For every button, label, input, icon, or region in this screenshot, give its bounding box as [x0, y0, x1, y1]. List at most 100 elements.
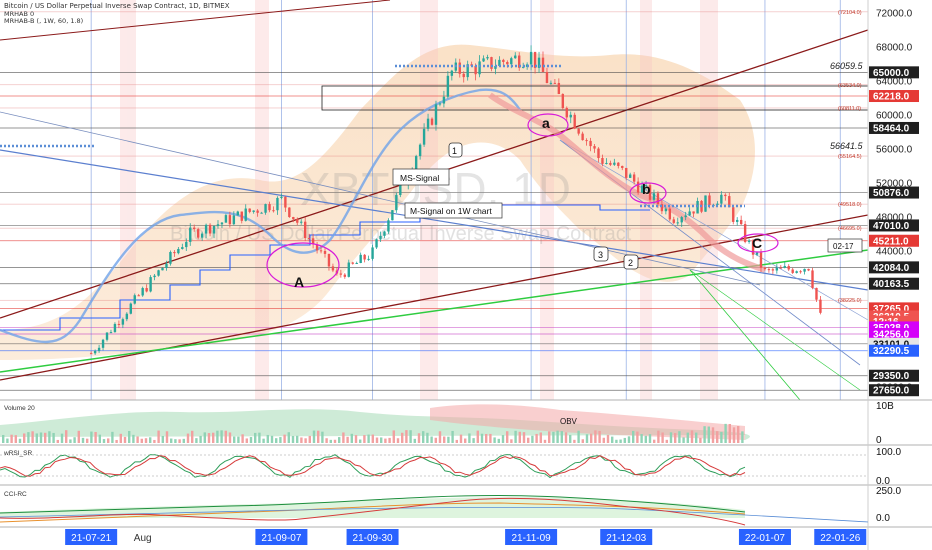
candle-body: [553, 82, 557, 84]
volume-bar: [241, 434, 244, 443]
candle-body: [557, 82, 561, 95]
volume-bar: [258, 432, 261, 443]
volume-bar: [627, 436, 631, 443]
candle-body: [688, 211, 691, 216]
cci-axis-top: 250.0: [876, 486, 901, 497]
candle-body: [252, 210, 255, 212]
candle-body: [240, 211, 243, 221]
obv-area-red: [430, 404, 745, 440]
candle-body: [292, 216, 295, 220]
volume-bar: [86, 438, 89, 443]
volume-bar: [115, 439, 118, 443]
red-ma-band: [488, 92, 766, 273]
candle-body: [664, 208, 668, 212]
candle-body: [89, 353, 93, 355]
candle-body: [97, 347, 101, 351]
volume-bar: [14, 435, 17, 443]
price-tag: [869, 186, 919, 199]
main-price-pane[interactable]: XBTUSD, 1D Bitcoin / US Dollar Perpetual…: [0, 0, 868, 527]
volume-bar: [682, 437, 685, 443]
time-axis-highlight: [65, 529, 118, 545]
time-axis-label: 21-09-07: [261, 533, 301, 544]
wave-a-ellipse: [527, 113, 569, 137]
candle-body: [450, 70, 454, 76]
volume-bar: [233, 436, 236, 443]
candle-body: [680, 217, 683, 223]
candle-body: [165, 263, 168, 269]
volume-bar: [321, 431, 324, 443]
volume-bar: [686, 432, 689, 443]
volume-bar: [485, 433, 488, 443]
volume-bar: [623, 437, 626, 443]
volume-bar: [384, 438, 387, 443]
candle-body: [617, 162, 620, 166]
price-tag-label: 37265.0: [873, 304, 910, 315]
price-tag: [869, 234, 919, 247]
volume-bar: [157, 430, 160, 443]
candle-body: [767, 269, 771, 271]
candle-body: [379, 235, 382, 240]
candle-body: [391, 210, 394, 221]
volume-bar: [468, 433, 471, 443]
volume-bar: [119, 433, 122, 443]
volume-bar: [611, 436, 614, 443]
time-axis-label: 22-01-26: [820, 533, 860, 544]
candle-body: [105, 332, 109, 340]
wave-A-label: A: [294, 274, 304, 290]
candle-body: [438, 103, 442, 105]
indicator-panes[interactable]: OBV Volume 20 wRSI_SR CCI-RC: [0, 404, 868, 526]
volume-bar: [556, 430, 559, 443]
candle-body: [169, 252, 172, 264]
candle-body: [145, 288, 148, 292]
candle-body: [739, 219, 743, 225]
candle-body: [593, 146, 596, 149]
volume-bar: [191, 430, 194, 443]
volume-bar: [35, 433, 38, 443]
count-2-badge: 2: [623, 254, 639, 270]
cci-axis-zero: 0.0: [876, 513, 890, 524]
fib-level-label: (38225.0): [838, 298, 862, 304]
candle-body: [807, 268, 810, 271]
indicator-label-2: MRHAB-B (, 1W, 60, 1.8): [4, 17, 83, 25]
price-tag: [869, 327, 919, 340]
price-axis-label: 44000.0: [876, 247, 913, 258]
svg-text:M-Signal on 1W chart: M-Signal on 1W chart: [410, 206, 492, 216]
volume-bar: [539, 432, 542, 443]
cci-line-blue: [0, 506, 868, 523]
candle-body: [632, 174, 636, 182]
price-axis-label: 48000.0: [876, 213, 913, 224]
volume-bar: [581, 439, 584, 443]
volume-bar: [254, 432, 257, 443]
volume-bar: [737, 426, 740, 443]
price-tag-label: 29350.0: [873, 371, 910, 382]
volume-bar: [510, 439, 513, 443]
candle-body: [153, 275, 156, 278]
time-axis[interactable]: 21-07-21 Aug 21-09-07 21-09-30 21-11-09 21-12…: [65, 529, 867, 545]
candle-body: [474, 65, 477, 75]
wave-a-label: a: [542, 115, 550, 131]
candle-body: [331, 266, 335, 271]
candle-body: [708, 195, 711, 206]
candle-body: [636, 181, 640, 193]
indicator-label-1: MRHAB 0: [4, 10, 34, 18]
cloud-band: [0, 44, 755, 360]
candle-body: [537, 57, 541, 68]
volume-bar: [212, 432, 215, 443]
volume-bar: [296, 435, 299, 443]
fan-line-green-2: [689, 269, 861, 391]
candle-body: [541, 57, 545, 72]
candle-body: [434, 104, 438, 125]
candle-body: [244, 208, 247, 221]
candle-body: [224, 215, 228, 223]
volume-bar: [94, 431, 97, 443]
volume-bar: [514, 430, 517, 443]
candle-body: [628, 174, 632, 178]
time-axis-highlight: [255, 529, 308, 545]
volume-bar: [27, 432, 30, 443]
wave-b-ellipse: [629, 182, 667, 204]
volume-bar: [661, 432, 664, 443]
candlestick-series: [89, 45, 822, 355]
volume-bar: [363, 435, 366, 443]
fib-level-label: (49518.0): [838, 202, 862, 208]
